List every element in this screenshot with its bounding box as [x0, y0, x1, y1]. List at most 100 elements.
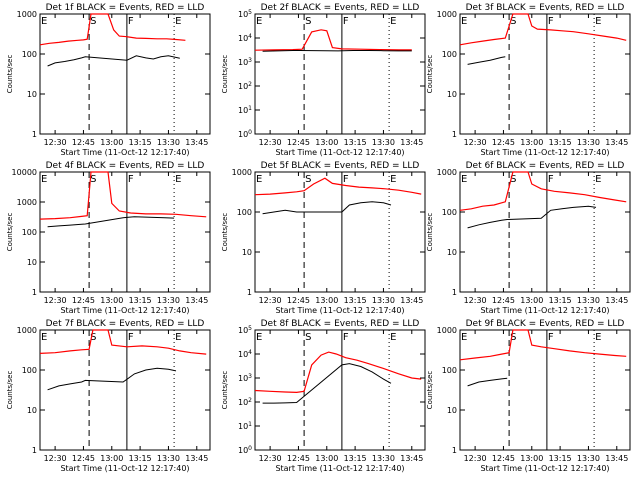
x-tick-label: 12:45: [72, 454, 95, 463]
plot-frame: [459, 329, 631, 451]
x-tick-label: 13:30: [577, 138, 600, 147]
panel-det-7: Det 7f BLACK = Events, RED = LLD E S F E 12:3…: [6, 319, 211, 473]
series-line-lld: [39, 13, 186, 46]
y-axis-label: Counts/sec: [6, 371, 14, 410]
x-tick-label: 12:30: [259, 296, 282, 305]
panel-title: Det 8f BLACK = Events, RED = LLD: [261, 319, 420, 329]
plot-frame: [39, 13, 211, 135]
plot-frame: [254, 171, 426, 293]
x-axis-label: Start Time (11-Oct-12 12:17:40): [60, 464, 189, 473]
panel-title: Det 4f BLACK = Events, RED = LLD: [46, 161, 205, 171]
series-line-lld: [459, 13, 627, 46]
x-axis-label: Start Time (11-Oct-12 12:17:40): [480, 148, 609, 157]
x-tick-label: 13:45: [185, 454, 208, 463]
attenuator-marker-label: S: [90, 174, 96, 185]
attenuator-marker-label: E: [41, 174, 47, 185]
y-tick-label: 1: [452, 288, 457, 297]
attenuator-marker-label: E: [175, 332, 181, 343]
panel-det-6: Det 6f BLACK = Events, RED = LLD E S F E 12:3…: [426, 161, 631, 315]
attenuator-marker-label: E: [41, 16, 47, 27]
y-tick-label: 10000: [12, 168, 37, 177]
attenuator-marker-label: S: [305, 16, 311, 27]
y-tick-label: 1: [452, 446, 457, 455]
attenuator-marker-label: E: [256, 174, 262, 185]
series-line-events: [47, 55, 180, 67]
y-tick-label: 103: [238, 57, 252, 67]
series-line-events: [467, 377, 508, 387]
x-tick-label: 13:15: [549, 454, 572, 463]
attenuator-marker-label: F: [548, 174, 554, 185]
y-tick-label: 101: [238, 105, 252, 115]
panel-title: Det 7f BLACK = Events, RED = LLD: [46, 319, 205, 329]
x-tick-label: 13:30: [157, 138, 180, 147]
x-tick-label: 13:00: [520, 296, 543, 305]
y-tick-label: 103: [238, 373, 252, 383]
series-line-events: [47, 216, 175, 228]
x-tick-label: 13:15: [129, 454, 152, 463]
x-tick-label: 12:45: [287, 138, 310, 147]
attenuator-marker-label: E: [461, 332, 467, 343]
attenuator-marker-label: S: [510, 332, 516, 343]
x-tick-label: 13:00: [520, 454, 543, 463]
panel-title: Det 3f BLACK = Events, RED = LLD: [466, 3, 625, 13]
x-tick-label: 12:30: [464, 138, 487, 147]
series-line-lld: [254, 29, 412, 51]
panel-det-1: Det 1f BLACK = Events, RED = LLD E S F E 12:3…: [6, 3, 211, 157]
y-tick-label: 100: [442, 208, 457, 217]
panel-title: Det 6f BLACK = Events, RED = LLD: [466, 161, 625, 171]
series-line-events: [262, 50, 412, 52]
y-tick-label: 1000: [17, 198, 37, 207]
series-line-lld: [459, 329, 627, 361]
x-axis-label: Start Time (11-Oct-12 12:17:40): [480, 306, 609, 315]
x-tick-label: 13:00: [315, 296, 338, 305]
x-tick-label: 13:45: [185, 138, 208, 147]
x-tick-label: 13:45: [400, 138, 423, 147]
y-tick-label: 10: [27, 90, 37, 99]
attenuator-marker-label: E: [390, 174, 396, 185]
x-tick-label: 12:45: [72, 138, 95, 147]
x-tick-label: 13:15: [344, 138, 367, 147]
series-line-lld: [39, 171, 207, 220]
x-tick-label: 13:45: [605, 138, 628, 147]
x-tick-label: 13:30: [577, 296, 600, 305]
series-line-lld: [39, 329, 207, 355]
x-axis-label: Start Time (11-Oct-12 12:17:40): [60, 306, 189, 315]
y-tick-label: 100: [238, 445, 252, 455]
attenuator-marker-label: E: [461, 16, 467, 27]
y-tick-label: 1: [32, 130, 37, 139]
y-tick-label: 10: [242, 248, 252, 257]
panel-det-8: Det 8f BLACK = Events, RED = LLD E S F E 12:3…: [221, 319, 426, 473]
x-tick-label: 13:45: [400, 454, 423, 463]
x-tick-label: 13:45: [605, 454, 628, 463]
x-tick-label: 12:45: [287, 454, 310, 463]
x-tick-label: 13:00: [315, 454, 338, 463]
y-tick-label: 1000: [437, 168, 457, 177]
y-axis-label: Counts/sec: [426, 371, 434, 410]
y-tick-label: 101: [238, 421, 252, 431]
panel-title: Det 5f BLACK = Events, RED = LLD: [261, 161, 420, 171]
y-tick-label: 1000: [437, 10, 457, 19]
x-axis-label: Start Time (11-Oct-12 12:17:40): [275, 306, 404, 315]
x-tick-label: 13:30: [372, 296, 395, 305]
attenuator-marker-label: F: [343, 174, 349, 185]
plot-frame: [39, 329, 211, 451]
x-tick-label: 12:30: [44, 138, 67, 147]
y-axis-label: Counts/sec: [426, 213, 434, 252]
panel-det-9: Det 9f BLACK = Events, RED = LLD E S F E 12:3…: [426, 319, 631, 473]
y-tick-label: 10: [27, 406, 37, 415]
attenuator-marker-label: E: [595, 174, 601, 185]
y-tick-label: 10: [447, 406, 457, 415]
y-tick-label: 1: [32, 288, 37, 297]
attenuator-marker-label: F: [548, 332, 554, 343]
plot-frame: [254, 329, 426, 451]
y-tick-label: 1000: [17, 326, 37, 335]
attenuator-marker-label: S: [510, 16, 516, 27]
y-tick-label: 10: [447, 248, 457, 257]
attenuator-marker-label: E: [175, 174, 181, 185]
x-tick-label: 13:15: [344, 454, 367, 463]
x-tick-label: 13:00: [100, 454, 123, 463]
x-tick-label: 13:15: [129, 296, 152, 305]
attenuator-marker-label: F: [128, 16, 134, 27]
x-tick-label: 12:30: [44, 296, 67, 305]
